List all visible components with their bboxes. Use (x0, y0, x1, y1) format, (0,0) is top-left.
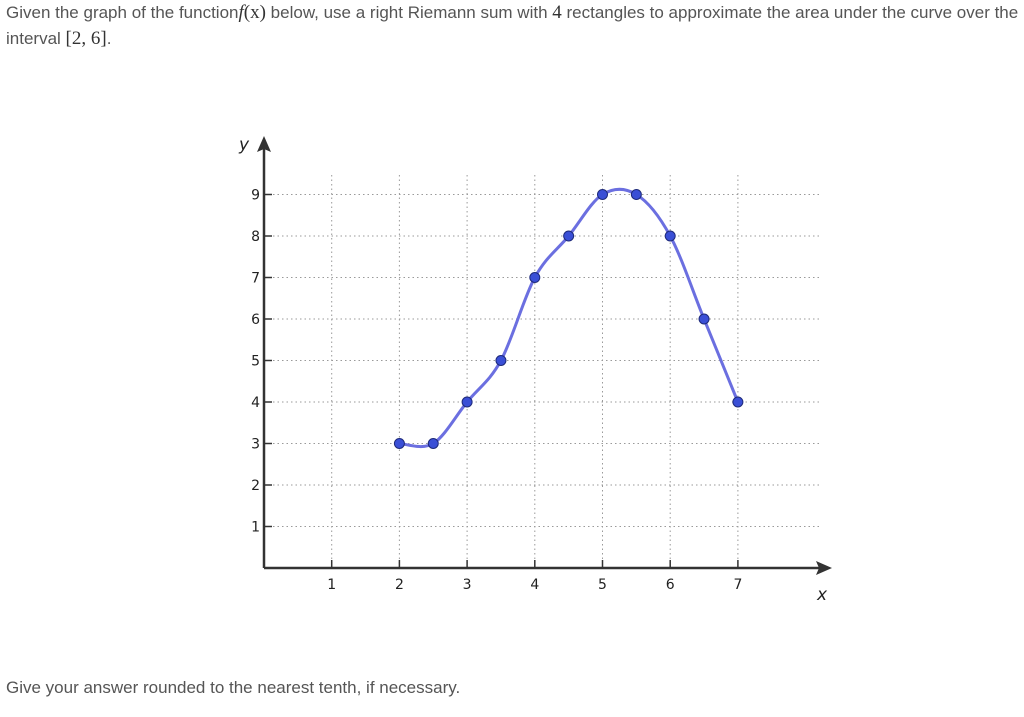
y-tick-label: 8 (251, 229, 260, 245)
answer-instruction: Give your answer rounded to the nearest … (6, 678, 461, 697)
y-tick-label: 5 (251, 354, 260, 370)
x-axis-arrow (816, 561, 832, 575)
data-point (427, 438, 439, 449)
x-tick-label: 5 (598, 577, 607, 593)
question-part1: Given the graph of the function (6, 3, 239, 22)
question-end: . (106, 29, 112, 48)
y-tick-label: 9 (251, 188, 260, 204)
function-curve (397, 187, 740, 449)
x-tick-label: 1 (327, 577, 336, 593)
data-point (664, 230, 676, 242)
data-points (393, 189, 744, 449)
data-point (495, 355, 507, 366)
y-tick-label: 1 (251, 520, 260, 536)
y-tick-label: 7 (251, 271, 260, 287)
data-point (732, 396, 744, 408)
function-arg: (x) (243, 2, 266, 23)
data-point (393, 438, 405, 449)
data-point (698, 313, 710, 325)
x-tick-label: 3 (463, 577, 472, 593)
y-axis-arrow (257, 136, 271, 152)
y-tick-label: 2 (251, 478, 260, 494)
x-tick-label: 6 (666, 577, 675, 593)
function-notation: f(x) (239, 2, 266, 23)
ticks: 1 2 3 4 5 6 7 1 2 3 4 5 6 7 8 9 (251, 188, 742, 594)
question-part3: rectangles to approximate the area under… (6, 3, 1019, 48)
data-point (529, 272, 541, 283)
data-point (461, 396, 473, 408)
data-point (597, 189, 608, 200)
y-tick-label: 3 (251, 437, 260, 453)
x-tick-label: 7 (733, 577, 742, 593)
data-point (563, 230, 575, 242)
question-text: Given the graph of the functionf(x) belo… (6, 0, 1022, 52)
y-tick-label: 6 (251, 312, 260, 328)
x-tick-label: 2 (395, 577, 404, 593)
question-part2: below, use a right Riemann sum with (270, 3, 548, 22)
rectangle-count: 4 (552, 2, 562, 23)
y-tick-label: 4 (251, 395, 260, 411)
function-name: f (238, 2, 244, 23)
grid (264, 173, 820, 568)
data-point (630, 189, 642, 200)
x-tick-label: 4 (530, 577, 539, 593)
y-axis-label: y (238, 135, 250, 155)
x-axis-label: x (816, 585, 828, 605)
axes: x y (238, 135, 832, 605)
interval: [2, 6] (65, 28, 107, 49)
